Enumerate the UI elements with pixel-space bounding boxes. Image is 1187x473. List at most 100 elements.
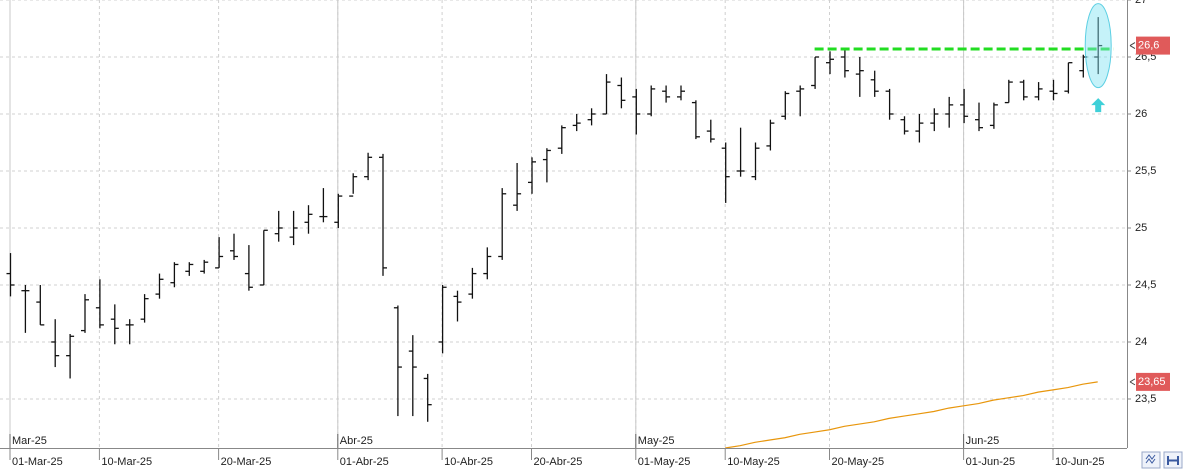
zoom-button[interactable] bbox=[1141, 451, 1161, 469]
grid-layer bbox=[0, 0, 1127, 448]
ohlc-bar bbox=[215, 237, 224, 269]
month-label: May-25 bbox=[638, 435, 675, 447]
x-tick-label: 01-Jun-25 bbox=[966, 456, 1016, 468]
ohlc-bar bbox=[870, 70, 879, 97]
x-tick-label: 10-Abr-25 bbox=[444, 456, 493, 468]
ohlc-bar bbox=[393, 305, 402, 417]
ohlc-bar bbox=[379, 153, 387, 276]
ohlc-bar bbox=[51, 319, 60, 368]
y-tick-label: 26 bbox=[1135, 108, 1147, 120]
ohlc-bar bbox=[170, 262, 179, 288]
moving-average-line bbox=[725, 381, 1098, 449]
ohlc-bar bbox=[617, 77, 626, 109]
ohlc-bar bbox=[21, 284, 30, 333]
ohlc-bar bbox=[960, 88, 969, 124]
y-tick-label: 25,5 bbox=[1135, 165, 1156, 177]
ohlc-bar bbox=[572, 113, 581, 132]
y-tick-label: 23,5 bbox=[1135, 393, 1156, 405]
ohlc-bar bbox=[706, 119, 715, 143]
data-layer bbox=[6, 3, 1114, 449]
ohlc-bar bbox=[587, 108, 596, 126]
ohlc-bar bbox=[796, 85, 805, 117]
price-marker bbox=[1129, 378, 1136, 386]
ohlc-bar bbox=[662, 85, 671, 103]
ohlc-bar bbox=[736, 127, 745, 177]
highlight-ellipse bbox=[1084, 3, 1112, 89]
ohlc-bar bbox=[781, 91, 790, 120]
ohlc-bar bbox=[975, 102, 983, 132]
ohlc-bar bbox=[1034, 82, 1043, 101]
ohlc-bar bbox=[751, 142, 760, 181]
ohlc-bar bbox=[438, 284, 447, 354]
x-tick-label: 01-Mar-25 bbox=[12, 456, 63, 468]
y-tick-label: 25 bbox=[1135, 222, 1147, 234]
month-label: Mar-25 bbox=[12, 435, 47, 447]
ohlc-bar bbox=[677, 85, 685, 101]
ohlc-bar bbox=[647, 85, 656, 117]
price-label: 23,65 bbox=[1138, 376, 1166, 388]
ohlc-bar bbox=[885, 88, 894, 120]
ohlc-bar bbox=[125, 319, 134, 345]
ohlc-bar bbox=[408, 335, 417, 417]
ohlc-bar bbox=[289, 210, 298, 246]
ohlc-bar bbox=[766, 119, 775, 151]
ohlc-bar bbox=[930, 108, 939, 132]
ohlc-bar bbox=[483, 247, 492, 280]
ohlc-bar bbox=[423, 373, 432, 422]
ohlc-bar bbox=[319, 188, 328, 223]
ohlc-bar bbox=[155, 273, 164, 299]
ohlc-bar bbox=[1064, 62, 1073, 94]
ohlc-bar bbox=[528, 157, 536, 194]
ohlc-bar bbox=[230, 233, 238, 260]
ohlc-bar bbox=[140, 294, 149, 323]
ohlc-bar bbox=[945, 96, 954, 128]
ohlc-bar bbox=[95, 279, 104, 329]
ohlc-bar bbox=[513, 163, 522, 211]
ohlc-bar bbox=[244, 245, 253, 291]
x-tick-label: 10-Mar-25 bbox=[101, 456, 152, 468]
y-tick-label: 24 bbox=[1135, 336, 1147, 348]
ohlc-bar bbox=[900, 116, 909, 135]
ohlc-bar bbox=[259, 229, 268, 286]
zoom-icon bbox=[1145, 454, 1156, 464]
axis-layer: 23,52424,52525,52626,52701-Mar-2510-Mar-… bbox=[9, 0, 1170, 468]
ohlc-bar bbox=[1094, 17, 1103, 75]
month-label: Abr-25 bbox=[340, 435, 373, 447]
ohlc-bar bbox=[826, 51, 834, 75]
ohlc-bar bbox=[304, 205, 313, 234]
ohlc-bar bbox=[6, 253, 15, 297]
ohlc-bar bbox=[200, 259, 209, 274]
ohlc-bar bbox=[915, 113, 924, 143]
ohlc-bar bbox=[1019, 79, 1028, 101]
ohlc-bar bbox=[185, 262, 194, 276]
ohlc-bar bbox=[453, 290, 462, 322]
ohlc-bar bbox=[721, 142, 730, 203]
price-label-box bbox=[1136, 36, 1170, 55]
price-marker bbox=[1129, 42, 1136, 50]
x-tick-label: 20-Mar-25 bbox=[221, 456, 272, 468]
up-arrow bbox=[1091, 98, 1106, 113]
ohlc-bar bbox=[364, 152, 373, 181]
month-label: Jun-25 bbox=[966, 435, 1000, 447]
ohlc-bar bbox=[542, 148, 551, 183]
ohlc-bar bbox=[1004, 79, 1013, 104]
ohlc-bar bbox=[989, 102, 998, 129]
ohlc-bar bbox=[498, 188, 507, 260]
y-tick-label: 27 bbox=[1135, 0, 1147, 6]
ohlc-bar bbox=[632, 88, 641, 135]
ohlc-bar bbox=[811, 56, 820, 89]
ohlc-bar bbox=[468, 267, 477, 299]
home-icon bbox=[1167, 456, 1179, 465]
ohlc-bar bbox=[691, 100, 700, 140]
ohlc-bar bbox=[110, 304, 119, 345]
x-tick-label: 10-May-25 bbox=[727, 456, 780, 468]
price-label-box bbox=[1136, 372, 1170, 391]
x-tick-label: 01-Abr-25 bbox=[340, 456, 389, 468]
ohlc-bar bbox=[66, 334, 75, 379]
ohlc-bar bbox=[349, 173, 358, 197]
x-tick-label: 20-Abr-25 bbox=[534, 456, 583, 468]
ohlc-bar bbox=[1049, 79, 1058, 101]
